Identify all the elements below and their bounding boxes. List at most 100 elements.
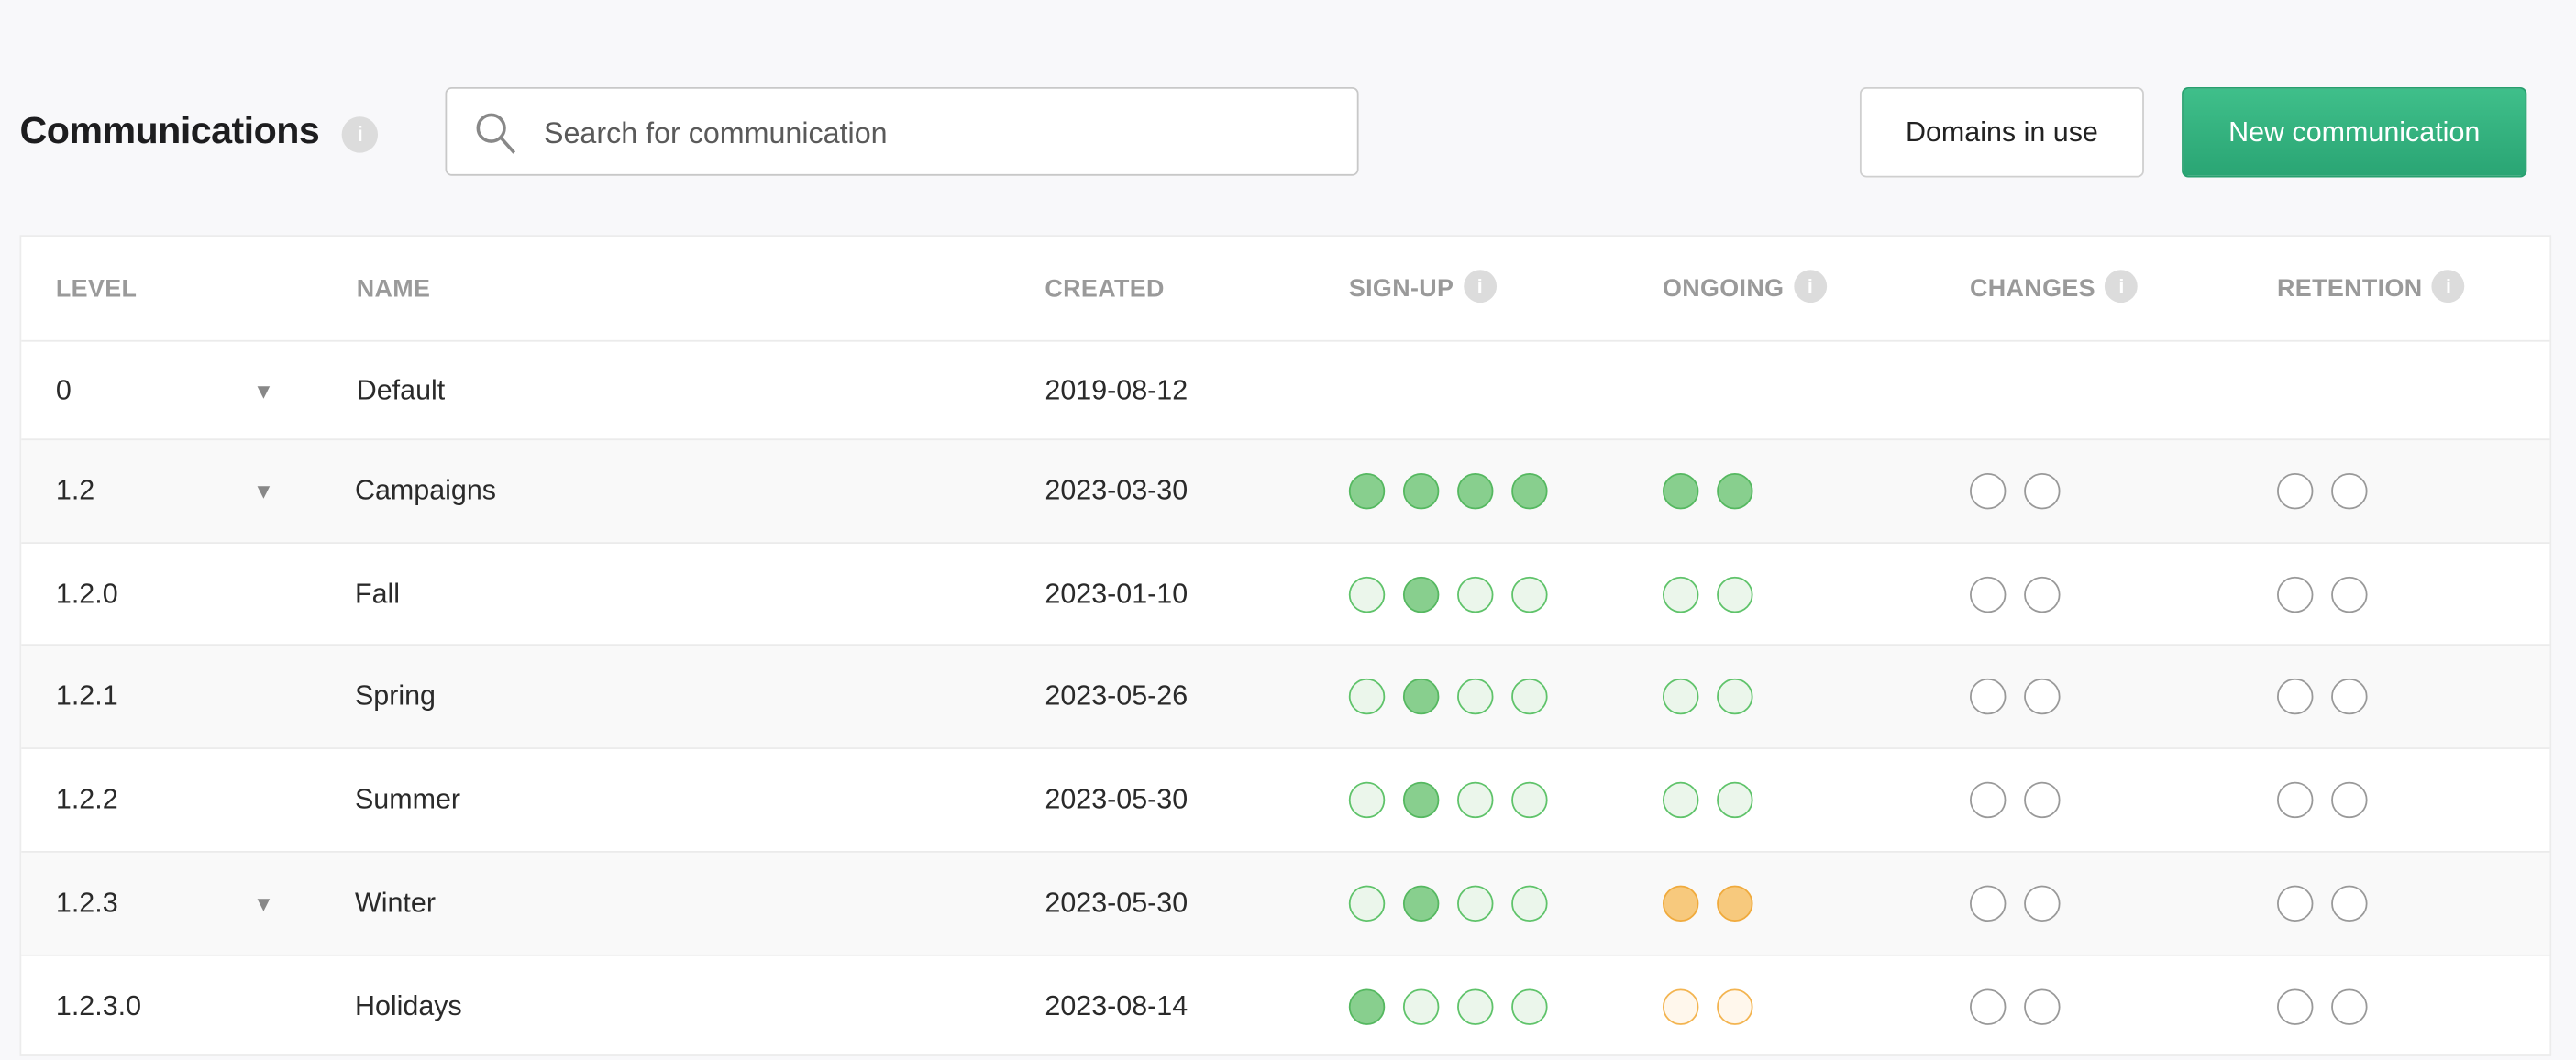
retention-status-dots xyxy=(2277,472,2368,510)
signup-status-dot-green-light[interactable] xyxy=(1457,988,1494,1025)
retention-status-dot-empty[interactable] xyxy=(2277,781,2314,819)
column-header-retention[interactable]: RETENTION i xyxy=(2277,270,2466,304)
changes-status-dot-empty[interactable] xyxy=(1970,885,2007,922)
table-row[interactable]: 1.2.1 Spring 2023-05-26 xyxy=(21,644,2550,748)
info-icon[interactable]: i xyxy=(2105,270,2139,304)
changes-status-dot-empty[interactable] xyxy=(2024,885,2061,922)
signup-status-dot-green-light[interactable] xyxy=(1457,781,1494,819)
signup-status-dot-green-filled[interactable] xyxy=(1348,988,1386,1025)
retention-status-dot-empty[interactable] xyxy=(2277,575,2314,613)
retention-status-dot-empty[interactable] xyxy=(2331,988,2368,1025)
signup-status-dot-green-light[interactable] xyxy=(1511,678,1548,715)
column-header-name[interactable]: NAME xyxy=(356,274,431,303)
table-row[interactable]: 1.2.3.0 Holidays 2023-08-14 xyxy=(21,954,2550,1056)
signup-status-dot-green-filled[interactable] xyxy=(1402,678,1440,715)
table-row[interactable]: 1.2.3 ▼ Winter 2023-05-30 xyxy=(21,850,2550,955)
signup-status-dot-green-light[interactable] xyxy=(1348,678,1386,715)
column-header-ongoing[interactable]: ONGOING i xyxy=(1663,270,1827,304)
signup-status-dot-green-light[interactable] xyxy=(1348,781,1386,819)
signup-status-dot-green-filled[interactable] xyxy=(1457,472,1494,510)
ongoing-status-dots xyxy=(1662,885,1753,922)
ongoing-status-dot-green-light[interactable] xyxy=(1717,575,1753,613)
signup-status-dot-green-light[interactable] xyxy=(1348,575,1386,613)
level-cell: 1.2.3.0 xyxy=(55,989,142,1021)
created-cell: 2023-05-26 xyxy=(1045,679,1188,712)
signup-status-dot-green-light[interactable] xyxy=(1457,575,1494,613)
ongoing-status-dot-green-light[interactable] xyxy=(1662,575,1699,613)
ongoing-status-dot-green-light[interactable] xyxy=(1662,678,1699,715)
changes-status-dot-empty[interactable] xyxy=(1970,472,2007,510)
table-row[interactable]: 1.2 ▼ Campaigns 2023-03-30 xyxy=(21,438,2550,543)
ongoing-status-dot-green-filled[interactable] xyxy=(1662,472,1699,510)
changes-status-dot-empty[interactable] xyxy=(1970,988,2007,1025)
signup-status-dot-green-light[interactable] xyxy=(1457,678,1494,715)
signup-status-dots xyxy=(1348,781,1548,819)
changes-status-dot-empty[interactable] xyxy=(2024,781,2061,819)
retention-status-dots xyxy=(2277,575,2368,613)
changes-status-dot-empty[interactable] xyxy=(2024,678,2061,715)
search-input[interactable] xyxy=(540,108,1336,158)
name-cell: Default xyxy=(356,373,446,405)
ongoing-status-dot-green-light[interactable] xyxy=(1717,678,1753,715)
signup-status-dot-green-filled[interactable] xyxy=(1511,472,1548,510)
signup-status-dot-green-filled[interactable] xyxy=(1402,472,1440,510)
info-icon[interactable]: i xyxy=(341,116,379,153)
info-icon[interactable]: i xyxy=(1794,270,1827,304)
domains-in-use-button[interactable]: Domains in use xyxy=(1859,86,2144,178)
signup-status-dot-green-filled[interactable] xyxy=(1402,781,1440,819)
changes-status-dot-empty[interactable] xyxy=(2024,988,2061,1025)
signup-status-dot-green-light[interactable] xyxy=(1402,988,1440,1025)
retention-status-dot-empty[interactable] xyxy=(2277,885,2314,922)
signup-status-dot-green-light[interactable] xyxy=(1511,988,1548,1025)
new-communication-button[interactable]: New communication xyxy=(2182,86,2527,178)
table-row[interactable]: 0 ▼ Default 2019-08-12 xyxy=(21,339,2550,438)
ongoing-status-dot-green-filled[interactable] xyxy=(1717,472,1753,510)
column-header-level[interactable]: LEVEL xyxy=(55,274,138,303)
changes-status-dot-empty[interactable] xyxy=(1970,575,2007,613)
signup-status-dot-green-filled[interactable] xyxy=(1402,885,1440,922)
ongoing-status-dot-orange-light[interactable] xyxy=(1717,988,1753,1025)
page-title-text: Communications xyxy=(19,108,320,151)
retention-status-dot-empty[interactable] xyxy=(2277,988,2314,1025)
retention-status-dot-empty[interactable] xyxy=(2331,781,2368,819)
signup-status-dot-green-light[interactable] xyxy=(1511,885,1548,922)
signup-status-dot-green-light[interactable] xyxy=(1348,885,1386,922)
signup-status-dot-green-light[interactable] xyxy=(1511,575,1548,613)
table-row[interactable]: 1.2.0 Fall 2023-01-10 xyxy=(21,542,2550,644)
signup-status-dot-green-light[interactable] xyxy=(1511,781,1548,819)
column-header-changes[interactable]: CHANGES i xyxy=(1970,270,2139,304)
info-icon[interactable]: i xyxy=(1464,270,1497,304)
page-title: Communications i xyxy=(19,108,379,153)
retention-status-dot-empty[interactable] xyxy=(2277,678,2314,715)
level-cell: 1.2 xyxy=(55,474,95,506)
changes-status-dots xyxy=(1970,781,2061,819)
column-header-signup[interactable]: SIGN-UP i xyxy=(1349,270,1497,304)
retention-status-dot-empty[interactable] xyxy=(2331,472,2368,510)
ongoing-status-dots xyxy=(1662,575,1753,613)
retention-status-dot-empty[interactable] xyxy=(2331,885,2368,922)
chevron-down-icon[interactable]: ▼ xyxy=(252,378,274,403)
search-box[interactable] xyxy=(445,86,1359,176)
ongoing-status-dot-orange-light[interactable] xyxy=(1662,988,1699,1025)
changes-status-dot-empty[interactable] xyxy=(1970,781,2007,819)
signup-status-dot-green-light[interactable] xyxy=(1457,885,1494,922)
chevron-down-icon[interactable]: ▼ xyxy=(252,890,274,916)
created-cell: 2023-05-30 xyxy=(1045,887,1188,919)
changes-status-dot-empty[interactable] xyxy=(2024,575,2061,613)
chevron-down-icon[interactable]: ▼ xyxy=(252,479,274,504)
ongoing-status-dot-green-light[interactable] xyxy=(1662,781,1699,819)
table-row[interactable]: 1.2.2 Summer 2023-05-30 xyxy=(21,747,2550,851)
ongoing-status-dot-green-light[interactable] xyxy=(1717,781,1753,819)
retention-status-dot-empty[interactable] xyxy=(2331,678,2368,715)
info-icon[interactable]: i xyxy=(2432,270,2466,304)
ongoing-status-dot-orange-filled[interactable] xyxy=(1662,885,1699,922)
retention-status-dot-empty[interactable] xyxy=(2277,472,2314,510)
column-header-created[interactable]: CREATED xyxy=(1045,274,1165,303)
ongoing-status-dot-orange-filled[interactable] xyxy=(1717,885,1753,922)
changes-label: CHANGES xyxy=(1970,273,2095,303)
changes-status-dot-empty[interactable] xyxy=(1970,678,2007,715)
signup-status-dot-green-filled[interactable] xyxy=(1348,472,1386,510)
retention-status-dot-empty[interactable] xyxy=(2331,575,2368,613)
signup-status-dot-green-filled[interactable] xyxy=(1402,575,1440,613)
changes-status-dot-empty[interactable] xyxy=(2024,472,2061,510)
